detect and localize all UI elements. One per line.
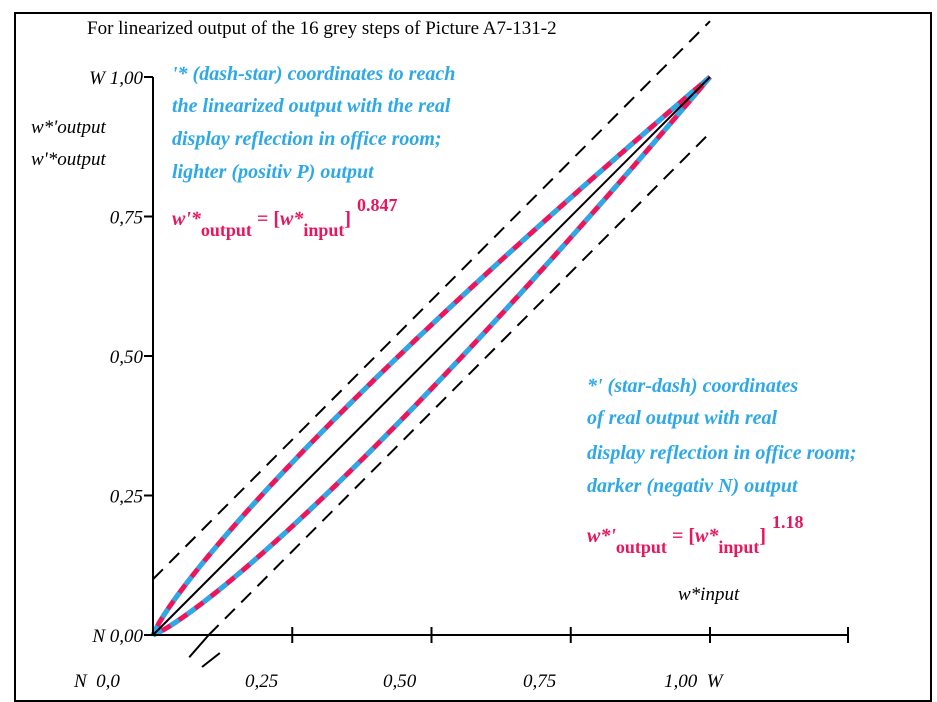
x-axis-label: w*input: [678, 584, 740, 605]
annotation-lower: *' (star-dash) coordinates of real outpu…: [587, 375, 857, 497]
formula-upper: w'*output = [w*input]0.847: [172, 195, 398, 240]
plot-lines: [150, 20, 712, 668]
band-line-lower: [207, 132, 711, 636]
annotation-lower-line-4: darker (negativ N) output: [587, 475, 799, 497]
y-tick-label-1: 0,25: [110, 487, 143, 508]
band-line-lower-ext: [188, 634, 210, 658]
x-tick-label-0: N 0,0: [73, 671, 120, 692]
series-0-cyan: [150, 75, 712, 637]
annotation-upper-line-4: lighter (positiv P) output: [172, 161, 375, 183]
formula-lower: w*'output = [w*input]1.18: [587, 512, 804, 557]
x-tick-label-2: 0,50: [383, 671, 417, 692]
x-tick-label-1: 0,25: [245, 671, 278, 692]
x-tick-label-3: 0,75: [523, 671, 556, 692]
annotation-upper: '* (dash-star) coordinates to reach the …: [172, 63, 455, 183]
y-tick-label-3: 0,75: [110, 208, 143, 229]
y-axis-label-2: w'*output: [31, 149, 107, 170]
y-tick-label-2: 0,50: [110, 347, 144, 368]
series-1-cyan: [151, 75, 712, 638]
annotation-lower-line-2: of real output with real: [587, 407, 777, 429]
chart-title: For linearized output of the 16 grey ste…: [87, 18, 557, 39]
annotation-lower-line-3: display reflection in office room;: [587, 442, 857, 464]
annotation-upper-line-3: display reflection in office room;: [172, 128, 442, 150]
x-tick-label-4: 1,00 W: [664, 671, 725, 692]
annotation-upper-line-2: the linearized output with the real: [172, 95, 451, 117]
band-line-lower-tail: [201, 652, 221, 668]
axes: N 0,0 0,25 0,50 0,75 1,00 W N 0,00 0,25 0,50 0,7…: [73, 68, 849, 692]
annotation-lower-line-1: *' (star-dash) coordinates: [587, 375, 798, 397]
annotation-upper-line-1: '* (dash-star) coordinates to reach: [172, 63, 455, 85]
y-tick-label-4: W 1,00: [89, 68, 143, 89]
y-tick-label-0: N 0,00: [91, 626, 143, 647]
series-linear-line: [152, 76, 711, 636]
band-line-upper: [152, 20, 711, 580]
y-axis-label-1: w*'output: [31, 117, 107, 138]
